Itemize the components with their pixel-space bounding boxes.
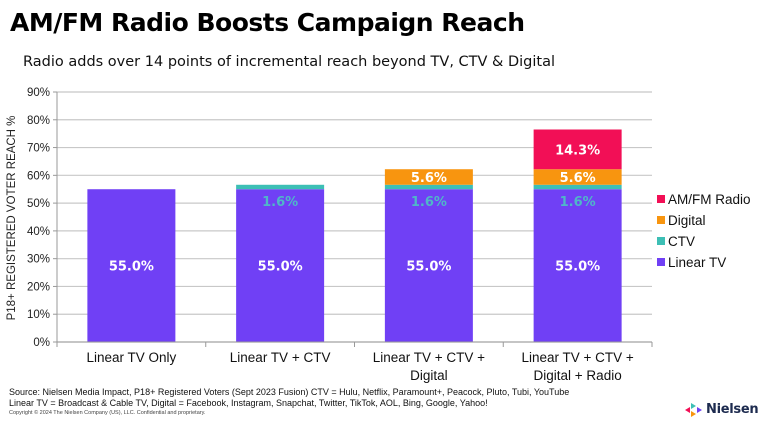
nielsen-logo-text: Nielsen [706,402,759,417]
nielsen-logo: Nielsen [685,402,759,417]
bar-data-label: 14.3% [555,143,600,158]
bar-data-label: 55.0% [109,260,154,275]
legend-swatch [657,237,665,245]
source-line-2: Linear TV = Broadcast & Cable TV, Digita… [9,398,488,408]
legend-label: CTV [668,234,695,249]
bar-data-label: 5.6% [560,171,596,186]
bar-segment-ctv [236,184,325,190]
bar-segment-linear-tv [236,189,325,342]
nielsen-logo-icon [685,402,702,417]
legend-swatch [657,216,665,224]
y-tick-label: 80% [27,115,50,127]
bar-data-label: 1.6% [560,195,596,210]
y-tick-label: 40% [27,226,50,238]
stacked-bar-chart: 0% 10% 20% 30% 40% 50% 60% 70% 80% 90% P18+ REGIS… [6,87,751,383]
bar-segment-linear-tv [87,189,176,342]
legend-swatch [657,258,665,266]
copyright-note: Copyright © 2024 The Nielsen Company (US… [9,410,206,416]
y-tick-label: 60% [27,170,50,182]
legend: AM/FM Radio Digital CTV Linear TV [657,192,751,270]
legend-label: Digital [668,213,706,228]
y-tick-label: 30% [27,254,50,266]
page-title: AM/FM Radio Boosts Campaign Reach [10,8,525,37]
bar-data-label: 55.0% [555,260,600,275]
source-note: Source: Nielsen Media Impact, P18+ Regis… [9,387,569,409]
y-axis-ticks: 0% 10% 20% 30% 40% 50% 60% 70% 80% 90% [27,87,58,349]
x-tick-label: Linear TV + CTV + [521,350,633,365]
bar-segment-ctv [384,184,473,190]
bar-data-label: 1.6% [411,195,447,210]
source-line-1: Source: Nielsen Media Impact, P18+ Regis… [9,387,570,397]
page-subtitle: Radio adds over 14 points of incremental… [23,54,555,70]
legend-swatch [657,195,665,203]
y-tick-label: 10% [27,309,50,321]
bar-segment-linear-tv [384,189,473,342]
bar-data-label: 55.0% [406,260,451,275]
x-tick-label: Digital [410,368,448,383]
x-tick-label: Linear TV Only [86,350,176,365]
y-axis-title: P18+ REGISTERED VOTER REACH % [6,116,18,321]
y-tick-label: 20% [27,281,50,293]
x-tick-label: Digital + Radio [534,368,622,383]
bars: 55.0% 55.0% 1.6% 55.0% 1.6% 5.6% 55.0% 1.6% 5.6%… [87,129,622,342]
legend-label: AM/FM Radio [668,192,751,207]
y-tick-label: 50% [27,198,50,210]
y-tick-label: 70% [27,143,50,155]
bar-segment-am-fm-radio [533,129,622,170]
y-tick-label: 90% [27,87,50,99]
bar-data-label: 1.6% [262,195,298,210]
x-tick-label: Linear TV + CTV + [373,350,485,365]
x-axis: Linear TV Only Linear TV + CTV Linear TV +… [56,341,653,383]
bar-segment-digital [384,169,473,185]
bar-segment-digital [533,169,622,185]
bar-data-label: 55.0% [258,260,303,275]
bar-segment-ctv [533,184,622,190]
bar-data-label: 5.6% [411,171,447,186]
legend-label: Linear TV [668,255,726,270]
x-tick-label: Linear TV + CTV [230,350,331,365]
y-tick-label: 0% [33,337,50,349]
bar-segment-linear-tv [533,189,622,342]
